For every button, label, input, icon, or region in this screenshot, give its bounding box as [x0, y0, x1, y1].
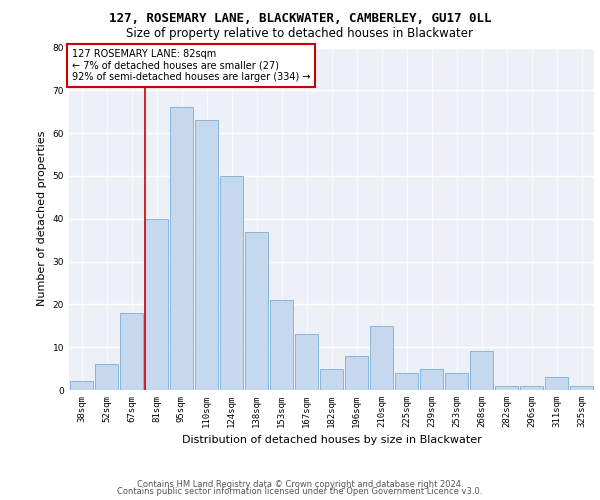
Bar — [545, 377, 568, 390]
Bar — [344, 356, 368, 390]
Bar — [220, 176, 244, 390]
Bar — [419, 368, 443, 390]
Bar — [470, 352, 493, 390]
Bar — [119, 313, 143, 390]
Y-axis label: Number of detached properties: Number of detached properties — [37, 131, 47, 306]
Bar — [295, 334, 319, 390]
X-axis label: Distribution of detached houses by size in Blackwater: Distribution of detached houses by size … — [182, 436, 481, 446]
Bar — [70, 382, 94, 390]
Text: Contains HM Land Registry data © Crown copyright and database right 2024.: Contains HM Land Registry data © Crown c… — [137, 480, 463, 489]
Text: 127 ROSEMARY LANE: 82sqm
← 7% of detached houses are smaller (27)
92% of semi-de: 127 ROSEMARY LANE: 82sqm ← 7% of detache… — [71, 49, 310, 82]
Text: Contains public sector information licensed under the Open Government Licence v3: Contains public sector information licen… — [118, 487, 482, 496]
Bar — [520, 386, 544, 390]
Bar — [445, 373, 469, 390]
Bar — [145, 219, 169, 390]
Bar — [269, 300, 293, 390]
Bar — [95, 364, 118, 390]
Bar — [170, 108, 193, 390]
Bar — [194, 120, 218, 390]
Bar — [494, 386, 518, 390]
Bar — [320, 368, 343, 390]
Text: 127, ROSEMARY LANE, BLACKWATER, CAMBERLEY, GU17 0LL: 127, ROSEMARY LANE, BLACKWATER, CAMBERLE… — [109, 12, 491, 26]
Bar — [569, 386, 593, 390]
Bar — [395, 373, 418, 390]
Text: Size of property relative to detached houses in Blackwater: Size of property relative to detached ho… — [127, 28, 473, 40]
Bar — [370, 326, 394, 390]
Bar — [245, 232, 268, 390]
